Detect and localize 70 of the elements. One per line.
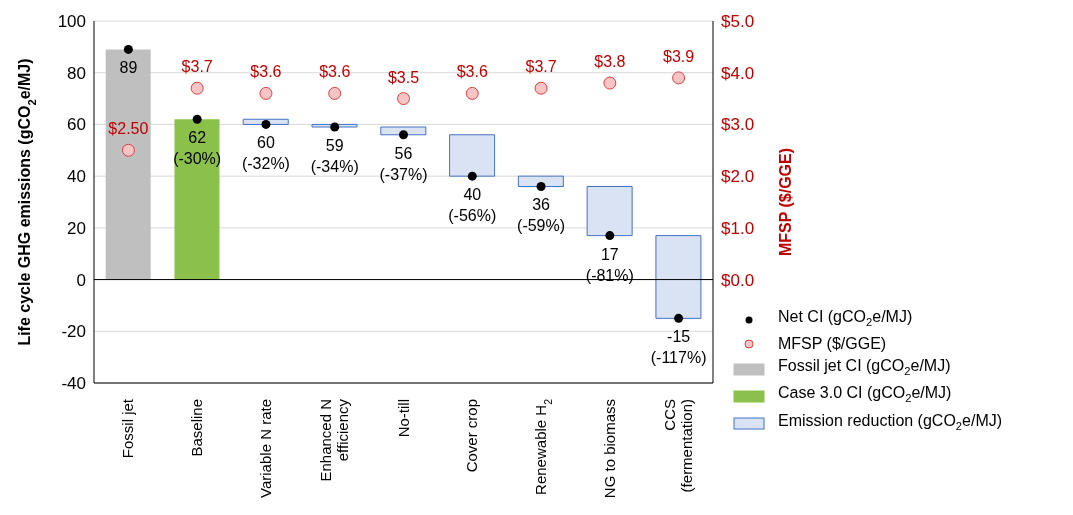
point — [399, 130, 408, 140]
point — [605, 231, 615, 241]
data-label: 59 (-34%) — [310, 137, 359, 176]
y-tick-label: -40 — [61, 374, 86, 394]
y2-tick-label: $2.0 — [721, 167, 755, 187]
y2-tick-label: $4.0 — [721, 63, 755, 83]
point — [123, 44, 133, 54]
bar — [586, 185, 633, 237]
data-label: $3.8 — [594, 53, 626, 71]
data-label: $3.7 — [181, 58, 213, 76]
bar — [105, 49, 151, 280]
data-label: 60 (-32%) — [241, 134, 290, 173]
legend-label: Net CI (gCO$_{2}$e/MJ) — [778, 308, 913, 329]
bar — [655, 235, 702, 319]
x-tick-label: CCS (fermentation) — [661, 399, 696, 493]
x-tick-label: Variable N rate — [256, 399, 274, 498]
y-tick-label: -20 — [61, 322, 86, 342]
point — [672, 71, 686, 85]
data-label: $2.50 — [108, 120, 149, 138]
point — [259, 86, 273, 100]
point — [261, 119, 271, 129]
point — [190, 81, 204, 95]
y2-tick-label: $5.0 — [721, 12, 755, 32]
bar — [380, 126, 427, 136]
point — [536, 181, 546, 191]
point — [328, 86, 342, 100]
y2-tick-label: $3.0 — [721, 115, 755, 135]
data-label: 56 (-37%) — [379, 144, 428, 183]
point — [603, 76, 617, 90]
data-label: $3.6 — [456, 63, 488, 81]
bar — [174, 119, 220, 280]
legend-label: Case 3.0 CI (gCO$_{2}$e/MJ) — [778, 384, 952, 405]
point — [397, 92, 410, 106]
data-label: $3.7 — [525, 58, 557, 76]
y-tick-label: 100 — [57, 12, 86, 32]
data-label: $3.9 — [663, 47, 695, 65]
legend-label: MFSP ($/GGE) — [778, 335, 887, 353]
y-tick-label: 80 — [67, 63, 86, 83]
y-tick-label: 0 — [76, 270, 86, 290]
data-label: $3.5 — [387, 68, 420, 86]
point — [465, 86, 479, 100]
data-label: 40 (-56%) — [448, 186, 497, 225]
point — [467, 171, 477, 181]
x-tick-label: No-till — [394, 399, 412, 438]
bar — [449, 134, 496, 177]
data-label: 62 (-30%) — [173, 129, 222, 168]
y-tick-label: 60 — [67, 115, 86, 135]
y-tick-label: 20 — [67, 218, 86, 238]
data-label: 36 (-59%) — [517, 196, 566, 235]
legend-label: Emission reduction (gCO$_{2}$e/MJ) — [778, 411, 1003, 432]
x-tick-label: Fossil jet — [119, 398, 137, 459]
y2-axis-title: MFSP ($/GGE) — [777, 147, 794, 257]
legend-label: Fossil jet CI (gCO$_{2}$e/MJ) — [778, 357, 951, 378]
x-tick-label: NG to biomass — [600, 399, 618, 499]
point — [534, 81, 548, 95]
point — [330, 122, 340, 132]
point — [121, 143, 135, 157]
bar — [517, 175, 564, 187]
data-label: -15 (-117%) — [650, 328, 707, 367]
y2-tick-label: $1.0 — [721, 218, 755, 238]
data-label: $3.6 — [250, 63, 282, 81]
y2-tick-label: $0.0 — [721, 270, 755, 290]
x-tick-label: Enhanced N efficiency — [317, 398, 352, 482]
data-label: 89 — [119, 59, 138, 77]
point — [674, 313, 684, 323]
x-tick-label: Baseline — [188, 399, 206, 457]
point — [192, 114, 202, 124]
y-tick-label: 40 — [67, 167, 86, 187]
x-tick-label: Cover crop — [463, 399, 481, 473]
data-label: $3.6 — [319, 63, 351, 81]
